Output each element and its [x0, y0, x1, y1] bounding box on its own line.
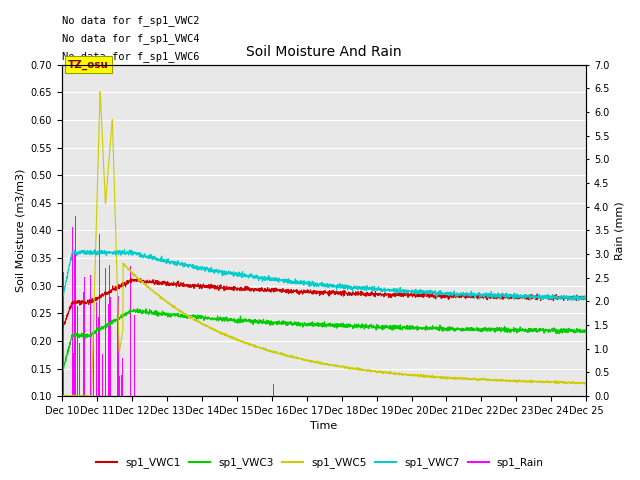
Legend: sp1_VWC1, sp1_VWC3, sp1_VWC5, sp1_VWC7, sp1_Rain: sp1_VWC1, sp1_VWC3, sp1_VWC5, sp1_VWC7, … — [92, 453, 548, 472]
X-axis label: Time: Time — [310, 421, 338, 432]
Text: No data for f_sp1_VWC4: No data for f_sp1_VWC4 — [62, 33, 200, 44]
Text: No data for f_sp1_VWC2: No data for f_sp1_VWC2 — [62, 15, 200, 26]
Title: Soil Moisture And Rain: Soil Moisture And Rain — [246, 45, 402, 60]
Text: TZ_osu: TZ_osu — [68, 60, 109, 70]
Y-axis label: Soil Moisture (m3/m3): Soil Moisture (m3/m3) — [15, 168, 25, 292]
Text: No data for f_sp1_VWC6: No data for f_sp1_VWC6 — [62, 51, 200, 62]
Y-axis label: Rain (mm): Rain (mm) — [615, 201, 625, 260]
